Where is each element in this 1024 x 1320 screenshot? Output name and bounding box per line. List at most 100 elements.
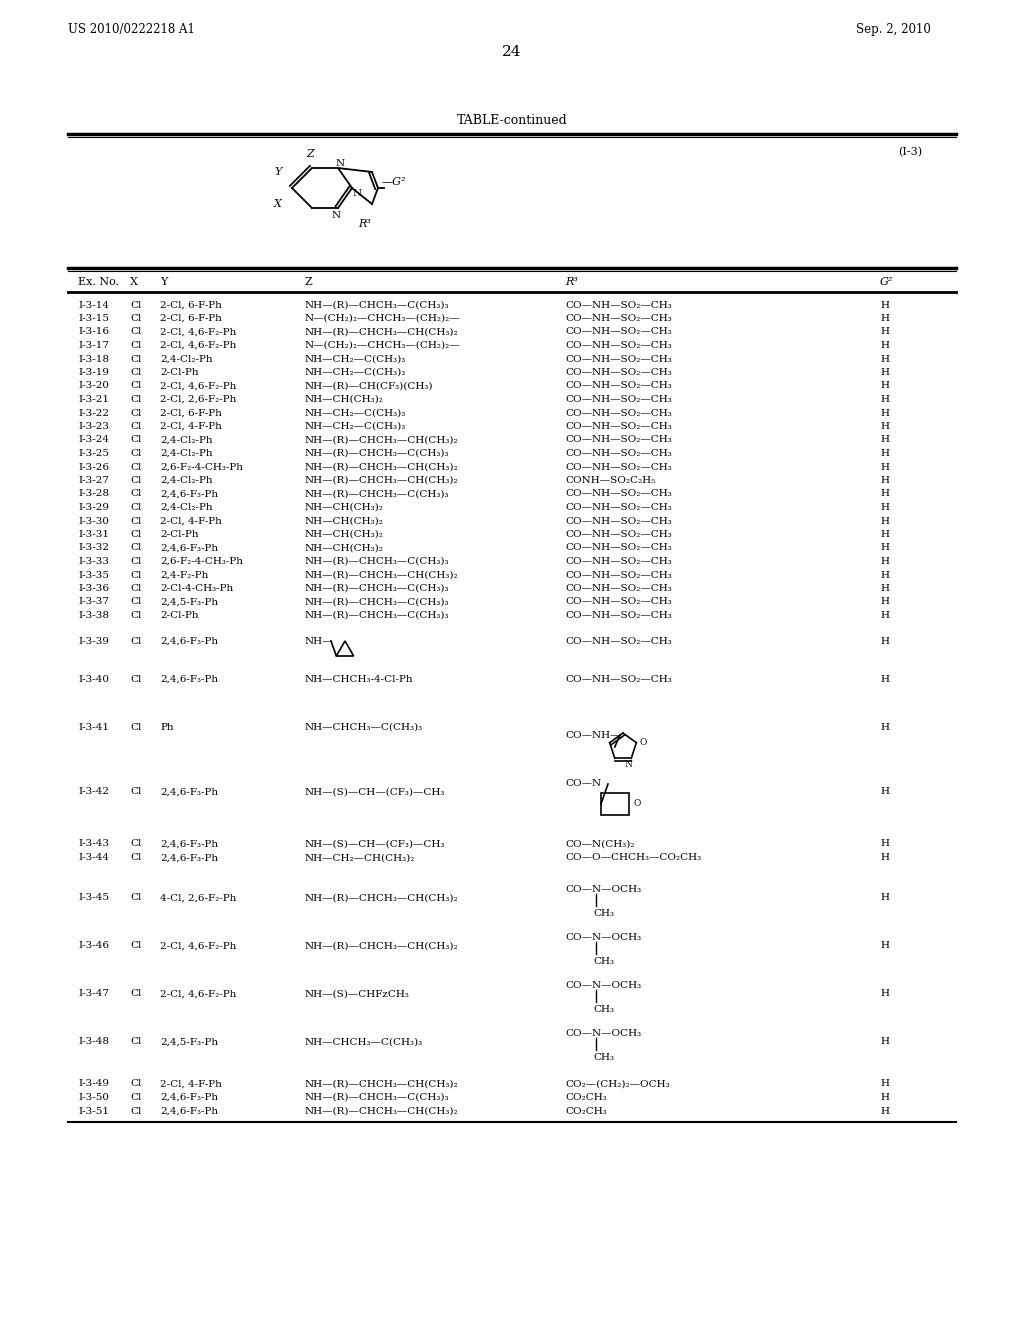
- Text: I-3-50: I-3-50: [78, 1093, 109, 1102]
- Text: NH—CHCH₃-4-Cl-Ph: NH—CHCH₃-4-Cl-Ph: [305, 675, 414, 684]
- Text: US 2010/0222218 A1: US 2010/0222218 A1: [68, 22, 195, 36]
- Text: CO—NH—SO₂—CH₃: CO—NH—SO₂—CH₃: [565, 516, 672, 525]
- Text: CH₃: CH₃: [593, 1006, 614, 1015]
- Text: NH—CH₂—C(CH₃)₃: NH—CH₂—C(CH₃)₃: [305, 408, 407, 417]
- Text: Cl: Cl: [130, 381, 141, 391]
- Text: I-3-22: I-3-22: [78, 408, 109, 417]
- Text: Y: Y: [274, 168, 282, 177]
- Text: Cl: Cl: [130, 314, 141, 323]
- Text: I-3-38: I-3-38: [78, 611, 109, 620]
- Text: NH—(R)—CHCH₃—CH(CH₃)₂: NH—(R)—CHCH₃—CH(CH₃)₂: [305, 327, 459, 337]
- Text: H: H: [880, 1106, 889, 1115]
- Text: CO—N—OCH₃: CO—N—OCH₃: [565, 982, 641, 990]
- Text: 4-Cl, 2,6-F₂-Ph: 4-Cl, 2,6-F₂-Ph: [160, 894, 237, 903]
- Text: Cl: Cl: [130, 894, 141, 903]
- Text: NH—(R)—CHCH₃—C(CH₃)₃: NH—(R)—CHCH₃—C(CH₃)₃: [305, 490, 450, 499]
- Text: NH—CHCH₃—C(CH₃)₃: NH—CHCH₃—C(CH₃)₃: [305, 1038, 423, 1047]
- Text: H: H: [880, 583, 889, 593]
- Text: 2,4,6-F₃-Ph: 2,4,6-F₃-Ph: [160, 854, 218, 862]
- Text: CO—N—OCH₃: CO—N—OCH₃: [565, 1030, 641, 1039]
- Text: CO—N(CH₃)₂: CO—N(CH₃)₂: [565, 840, 635, 849]
- Text: 2-Cl-4-CH₃-Ph: 2-Cl-4-CH₃-Ph: [160, 583, 233, 593]
- Text: 2,4-Cl₂-Ph: 2,4-Cl₂-Ph: [160, 436, 213, 445]
- Text: I-3-42: I-3-42: [78, 788, 109, 796]
- Text: CO—N: CO—N: [565, 780, 601, 788]
- Text: NH—CH(CH₃)₂: NH—CH(CH₃)₂: [305, 503, 384, 512]
- Text: Cl: Cl: [130, 722, 141, 731]
- Text: CO—NH—SO₂—CH₃: CO—NH—SO₂—CH₃: [565, 341, 672, 350]
- Text: CO—NH—SO₂—CH₃: CO—NH—SO₂—CH₃: [565, 422, 672, 432]
- Text: N: N: [336, 158, 344, 168]
- Text: I-3-25: I-3-25: [78, 449, 109, 458]
- Text: Cl: Cl: [130, 301, 141, 309]
- Text: Cl: Cl: [130, 583, 141, 593]
- Text: H: H: [880, 395, 889, 404]
- Text: 2,4,6-F₃-Ph: 2,4,6-F₃-Ph: [160, 490, 218, 499]
- Text: CO—NH—SO₂—CH₃: CO—NH—SO₂—CH₃: [565, 557, 672, 566]
- Text: X: X: [130, 277, 138, 286]
- Text: CO₂CH₃: CO₂CH₃: [565, 1093, 607, 1102]
- Text: NH—(R)—CHCH₃—C(CH₃)₃: NH—(R)—CHCH₃—C(CH₃)₃: [305, 301, 450, 309]
- Text: I-3-28: I-3-28: [78, 490, 109, 499]
- Text: I-3-51: I-3-51: [78, 1106, 109, 1115]
- Text: NH—(R)—CH(CF₃)(CH₃): NH—(R)—CH(CF₃)(CH₃): [305, 381, 433, 391]
- Text: NH—(R)—CHCH₃—CH(CH₃)₂: NH—(R)—CHCH₃—CH(CH₃)₂: [305, 462, 459, 471]
- Text: CO₂—(CH₂)₂—OCH₃: CO₂—(CH₂)₂—OCH₃: [565, 1080, 670, 1089]
- Text: H: H: [880, 314, 889, 323]
- Text: CO—NH—SO₂—CH₃: CO—NH—SO₂—CH₃: [565, 636, 672, 645]
- Text: I-3-31: I-3-31: [78, 531, 109, 539]
- Text: Cl: Cl: [130, 490, 141, 499]
- Text: CO—NH—SO₂—CH₃: CO—NH—SO₂—CH₃: [565, 611, 672, 620]
- Text: I-3-36: I-3-36: [78, 583, 109, 593]
- Text: Cl: Cl: [130, 788, 141, 796]
- Text: CO—NH—SO₂—CH₃: CO—NH—SO₂—CH₃: [565, 436, 672, 445]
- Text: H: H: [880, 341, 889, 350]
- Text: CO—NH—SO₂—CH₃: CO—NH—SO₂—CH₃: [565, 408, 672, 417]
- Text: 2,4,6-F₃-Ph: 2,4,6-F₃-Ph: [160, 636, 218, 645]
- Text: TABLE-continued: TABLE-continued: [457, 114, 567, 127]
- Text: Cl: Cl: [130, 1080, 141, 1089]
- Text: N: N: [352, 189, 361, 198]
- Text: H: H: [880, 557, 889, 566]
- Text: NH—(R)—CHCH₃—CH(CH₃)₂: NH—(R)—CHCH₃—CH(CH₃)₂: [305, 436, 459, 445]
- Text: I-3-20: I-3-20: [78, 381, 109, 391]
- Text: Cl: Cl: [130, 990, 141, 998]
- Text: Y: Y: [160, 277, 167, 286]
- Text: Z: Z: [305, 277, 312, 286]
- Text: 2-Cl, 4-F-Ph: 2-Cl, 4-F-Ph: [160, 422, 222, 432]
- Text: R³: R³: [565, 277, 578, 286]
- Text: H: H: [880, 1093, 889, 1102]
- Text: 2-Cl, 2,6-F₂-Ph: 2-Cl, 2,6-F₂-Ph: [160, 395, 237, 404]
- Text: Cl: Cl: [130, 395, 141, 404]
- Text: Cl: Cl: [130, 570, 141, 579]
- Text: CO—NH—SO₂—CH₃: CO—NH—SO₂—CH₃: [565, 544, 672, 553]
- Text: 2,4,5-F₃-Ph: 2,4,5-F₃-Ph: [160, 598, 218, 606]
- Text: O: O: [634, 800, 641, 808]
- Text: H: H: [880, 990, 889, 998]
- Text: H: H: [880, 436, 889, 445]
- Text: NH—CH(CH₃)₂: NH—CH(CH₃)₂: [305, 516, 384, 525]
- Text: H: H: [880, 941, 889, 950]
- Text: NH—(R)—CHCH₃—CH(CH₃)₂: NH—(R)—CHCH₃—CH(CH₃)₂: [305, 894, 459, 903]
- Text: H: H: [880, 490, 889, 499]
- Text: Ph: Ph: [160, 722, 174, 731]
- Text: CO—NH—SO₂—CH₃: CO—NH—SO₂—CH₃: [565, 314, 672, 323]
- Text: 24: 24: [502, 45, 522, 59]
- Text: Cl: Cl: [130, 462, 141, 471]
- Text: I-3-35: I-3-35: [78, 570, 109, 579]
- Text: H: H: [880, 722, 889, 731]
- Text: CO₂CH₃: CO₂CH₃: [565, 1106, 607, 1115]
- Text: CH₃: CH₃: [593, 957, 614, 966]
- Text: NH—(R)—CHCH₃—C(CH₃)₃: NH—(R)—CHCH₃—C(CH₃)₃: [305, 598, 450, 606]
- Text: CO—NH—SO₂—CH₃: CO—NH—SO₂—CH₃: [565, 381, 672, 391]
- Text: NH—CH₂—C(CH₃)₃: NH—CH₂—C(CH₃)₃: [305, 422, 407, 432]
- Text: I-3-27: I-3-27: [78, 477, 109, 484]
- Text: H: H: [880, 854, 889, 862]
- Text: 2,4-Cl₂-Ph: 2,4-Cl₂-Ph: [160, 449, 213, 458]
- Text: CO—NH—SO₂—CH₃: CO—NH—SO₂—CH₃: [565, 675, 672, 684]
- Text: Sep. 2, 2010: Sep. 2, 2010: [856, 22, 931, 36]
- Text: 2-Cl, 4-F-Ph: 2-Cl, 4-F-Ph: [160, 516, 222, 525]
- Text: 2,4-Cl₂-Ph: 2,4-Cl₂-Ph: [160, 355, 213, 363]
- Text: I-3-21: I-3-21: [78, 395, 109, 404]
- Text: NH—(R)—CHCH₃—CH(CH₃)₂: NH—(R)—CHCH₃—CH(CH₃)₂: [305, 477, 459, 484]
